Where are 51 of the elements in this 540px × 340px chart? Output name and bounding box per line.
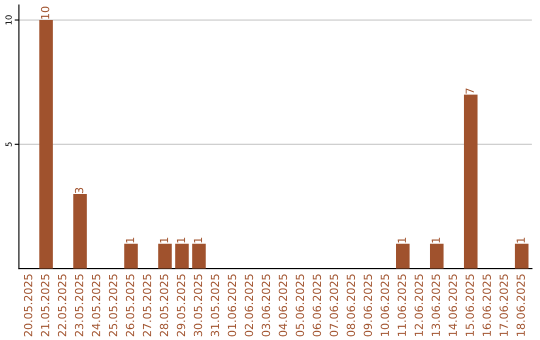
bar xyxy=(39,20,53,269)
bar xyxy=(396,244,410,269)
x-tick-label: 06.06.2025 xyxy=(312,274,322,336)
x-tick-label: 04.06.2025 xyxy=(278,274,288,336)
x-tick-label: 20.05.2025 xyxy=(24,274,32,336)
x-tick-label: 22.05.2025 xyxy=(58,274,66,336)
x-tick-label: 12.06.2025 xyxy=(414,274,424,336)
x-tick-label: 15.06.2025 xyxy=(466,274,474,336)
y-tick-label: 5 xyxy=(6,142,12,146)
bar xyxy=(73,194,87,269)
x-tick-label: 09.06.2025 xyxy=(364,274,372,336)
data-label: 1 xyxy=(516,238,525,243)
x-tick-label: 26.05.2025 xyxy=(126,274,134,336)
x-tick-label: 11.06.2025 xyxy=(398,274,406,336)
data-label: 1 xyxy=(176,238,186,243)
x-tick-label: 17.06.2025 xyxy=(500,274,508,336)
bar xyxy=(430,244,444,269)
x-tick-label: 08.06.2025 xyxy=(346,274,356,336)
bar xyxy=(175,244,189,269)
x-tick-label: 05.06.2025 xyxy=(296,274,304,336)
data-label: 1 xyxy=(194,238,202,243)
x-tick-label: 14.06.2025 xyxy=(448,274,457,336)
bar xyxy=(158,244,172,269)
data-label: 1 xyxy=(160,238,168,243)
data-label: 1 xyxy=(126,238,134,243)
x-tick-label: 03.06.2025 xyxy=(262,274,270,336)
data-label: 10 xyxy=(40,6,50,19)
x-tick-label: 23.05.2025 xyxy=(74,274,84,336)
bar xyxy=(192,244,206,269)
bar xyxy=(514,244,529,269)
x-tick-label: 31.05.2025 xyxy=(210,274,220,336)
x-tick-label: 13.06.2025 xyxy=(432,274,440,336)
x-tick-label: 29.05.2025 xyxy=(176,274,186,336)
bar xyxy=(464,94,478,269)
data-label: 7 xyxy=(466,88,474,94)
x-tick-label: 30.05.2025 xyxy=(194,274,202,336)
x-tick-label: 01.06.2025 xyxy=(228,274,236,336)
x-tick-label: 21.05.2025 xyxy=(40,274,50,336)
x-tick-label: 02.06.2025 xyxy=(244,274,254,336)
x-tick-label: 10.06.2025 xyxy=(380,274,390,336)
x-tick-label: 24.05.2025 xyxy=(92,274,100,336)
data-label: 3 xyxy=(74,188,84,194)
data-label: 1 xyxy=(432,238,440,243)
x-tick-label: 27.05.2025 xyxy=(142,274,152,336)
bar xyxy=(124,244,138,269)
x-tick-label: 07.06.2025 xyxy=(330,274,338,336)
x-tick-label: 16.06.2025 xyxy=(482,274,491,336)
data-label: 1 xyxy=(398,238,406,243)
x-tick-label: 18.06.2025 xyxy=(516,274,525,336)
x-tick-label: 25.05.2025 xyxy=(108,274,118,336)
x-tick-label: 28.05.2025 xyxy=(160,274,168,336)
